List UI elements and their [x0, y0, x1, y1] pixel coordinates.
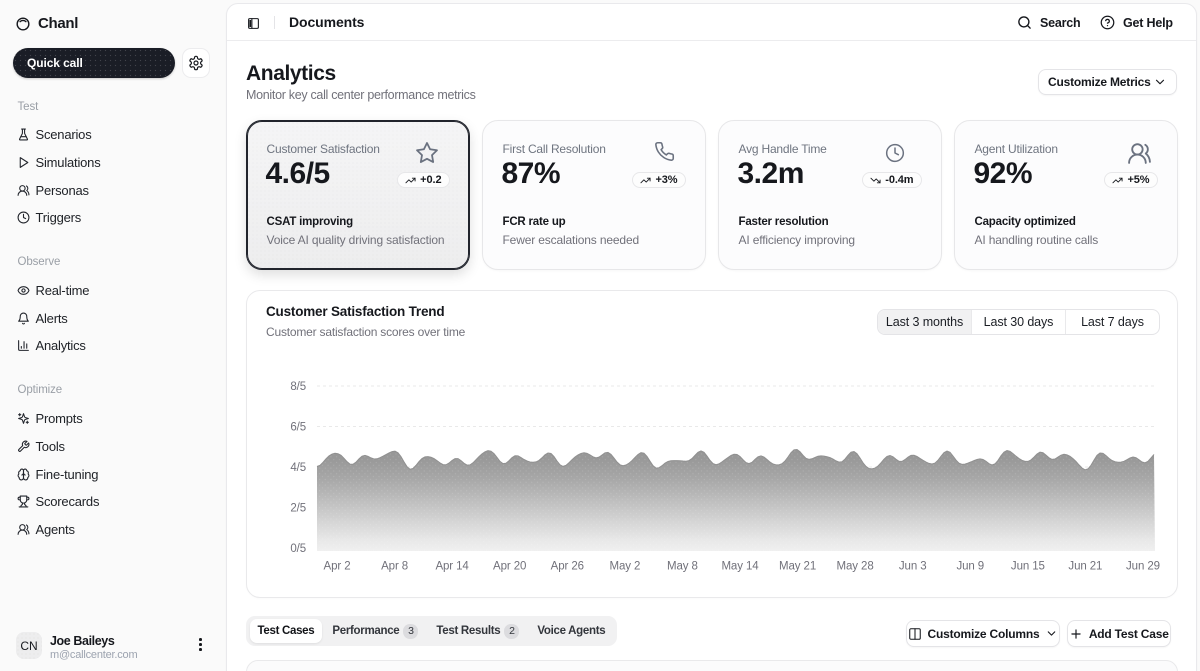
svg-text:Apr 8: Apr 8: [381, 561, 408, 573]
svg-text:Jun 21: Jun 21: [1068, 561, 1102, 573]
svg-text:8/5: 8/5: [290, 381, 306, 393]
svg-text:Apr 26: Apr 26: [551, 561, 584, 573]
svg-text:May 8: May 8: [667, 561, 698, 573]
svg-text:4/5: 4/5: [290, 462, 306, 474]
svg-text:Apr 14: Apr 14: [435, 561, 469, 573]
svg-text:May 28: May 28: [837, 561, 874, 573]
svg-text:Apr 2: Apr 2: [324, 561, 351, 573]
svg-text:Jun 15: Jun 15: [1011, 561, 1045, 573]
svg-text:Apr 20: Apr 20: [493, 561, 526, 573]
svg-text:May 21: May 21: [779, 561, 816, 573]
svg-text:May 2: May 2: [609, 561, 640, 573]
svg-text:Jun 3: Jun 3: [899, 561, 927, 573]
svg-text:Jun 9: Jun 9: [956, 561, 984, 573]
svg-text:0/5: 0/5: [290, 543, 306, 555]
svg-text:Jun 29: Jun 29: [1126, 561, 1160, 573]
svg-text:May 14: May 14: [721, 561, 759, 573]
svg-text:6/5: 6/5: [290, 422, 306, 434]
svg-text:2/5: 2/5: [290, 503, 306, 515]
